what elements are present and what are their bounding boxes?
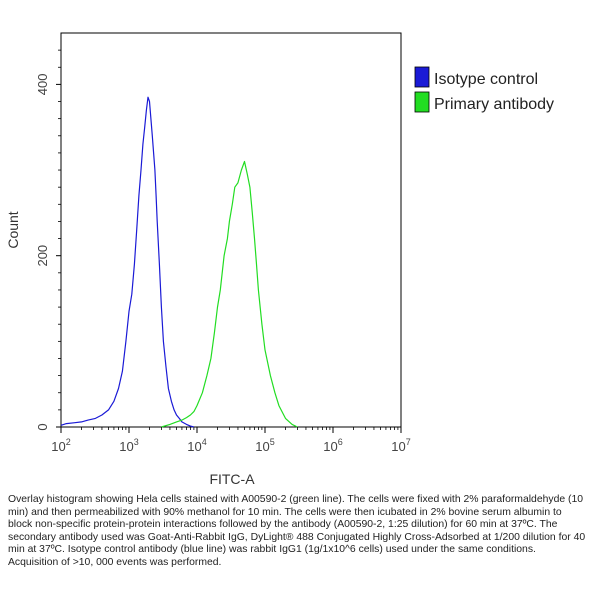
axis-layer: 102 103 104 105 106 107 0 200 400 [35,49,411,454]
y-axis-title: Count [5,211,21,248]
x-axis-title: FITC-A [209,471,255,487]
legend-label-isotype-control: Isotype control [434,71,538,88]
chart-frame: 102 103 104 105 106 107 0 200 400 Count FITC-A I… [5,32,554,487]
legend-swatch-primary-antibody [414,91,430,113]
plot-area [60,32,402,428]
legend-swatch-isotype-control [414,66,430,88]
x-tick-label: 102 [51,437,70,454]
x-tick-label: 103 [119,437,138,454]
y-tick-label: 0 [35,423,50,430]
legend: Isotype control Primary antibody [414,66,554,113]
x-tick-label: 105 [255,437,274,454]
series-line-primary-antibody [161,160,298,428]
x-tick-label: 104 [187,437,206,454]
y-tick-label: 400 [35,74,50,96]
series-layer [60,96,298,428]
series-line-isotype-control [60,96,195,428]
x-tick-label: 107 [391,437,410,454]
flow-cytometry-histogram: 102 103 104 105 106 107 0 200 400 Count FITC-A I… [5,32,554,487]
figure-caption: Overlay histogram showing Hela cells sta… [8,494,586,568]
legend-label-primary-antibody: Primary antibody [434,96,554,113]
x-tick-label: 106 [323,437,342,454]
y-tick-label: 200 [35,245,50,267]
